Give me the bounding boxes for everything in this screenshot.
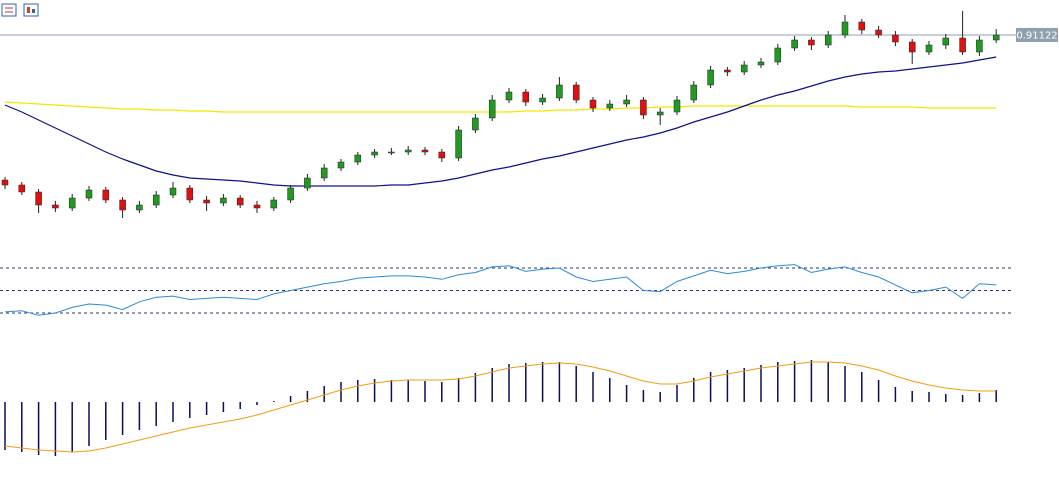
candle-body [892, 34, 899, 43]
candle-body [740, 64, 748, 73]
price-label: 0.91122 [1016, 31, 1057, 42]
price-label-box [1016, 28, 1058, 42]
candle-body [656, 111, 664, 116]
toolbar [1, 3, 39, 17]
candle-body [757, 61, 765, 66]
candle-body [186, 187, 194, 201]
candle-body [287, 187, 294, 201]
candle-body [942, 37, 950, 46]
candle-body [824, 34, 832, 46]
candle-body [52, 204, 59, 209]
candle-body [438, 151, 446, 159]
candle-body [640, 99, 647, 116]
candle-body [85, 189, 93, 199]
candle-body [119, 199, 126, 211]
candle-body [589, 99, 597, 109]
candle-body [136, 204, 143, 211]
candle-body [421, 149, 429, 153]
candle-body [606, 103, 614, 109]
moving-average [4, 101, 997, 113]
candle-body [388, 151, 395, 154]
candle-body [791, 39, 798, 49]
candle-body [976, 39, 983, 53]
candle-body [556, 84, 563, 99]
candle-body [152, 194, 160, 206]
candle-body [774, 47, 782, 63]
candle-body [169, 187, 177, 196]
candle-body [841, 21, 849, 36]
candle-body [455, 129, 462, 159]
candle-body [690, 84, 698, 101]
candle-body [35, 191, 42, 206]
candle-body [354, 154, 362, 163]
candle-body [488, 99, 496, 119]
candle-body [808, 39, 815, 46]
candle-body [992, 34, 1000, 41]
toolbar-icon[interactable] [1, 3, 17, 17]
icon-bar [27, 7, 30, 13]
candle-body [1, 179, 9, 186]
candle-body [724, 69, 731, 73]
candle-body [220, 197, 227, 204]
candle-body [959, 37, 966, 53]
candle-body [623, 99, 630, 105]
candle-body [304, 177, 311, 189]
candle-body [925, 44, 933, 53]
candle-body [858, 21, 866, 31]
candle-body [505, 91, 513, 101]
icon-bar [32, 9, 35, 13]
candle-body [707, 69, 714, 86]
moving-average [4, 56, 997, 187]
candle-body [320, 167, 328, 179]
candle-body [102, 189, 110, 201]
indicator-line [4, 264, 997, 316]
candle-body [203, 199, 210, 204]
candle-body [472, 117, 479, 131]
candle-body [875, 29, 882, 36]
candle-body [253, 204, 261, 209]
candle-body [572, 84, 580, 101]
signal-line [4, 361, 997, 453]
candle-body [270, 199, 278, 209]
toolbar-icon[interactable] [23, 3, 39, 17]
candle-body [404, 149, 412, 153]
candle-body [371, 151, 378, 156]
candle-body [908, 41, 916, 53]
candle-body [236, 197, 244, 206]
candle-body [522, 91, 530, 103]
candle-body [337, 161, 345, 169]
candle-body [673, 99, 681, 113]
candle-body [68, 197, 76, 209]
candle-body [539, 97, 546, 103]
candle-body [18, 184, 26, 193]
